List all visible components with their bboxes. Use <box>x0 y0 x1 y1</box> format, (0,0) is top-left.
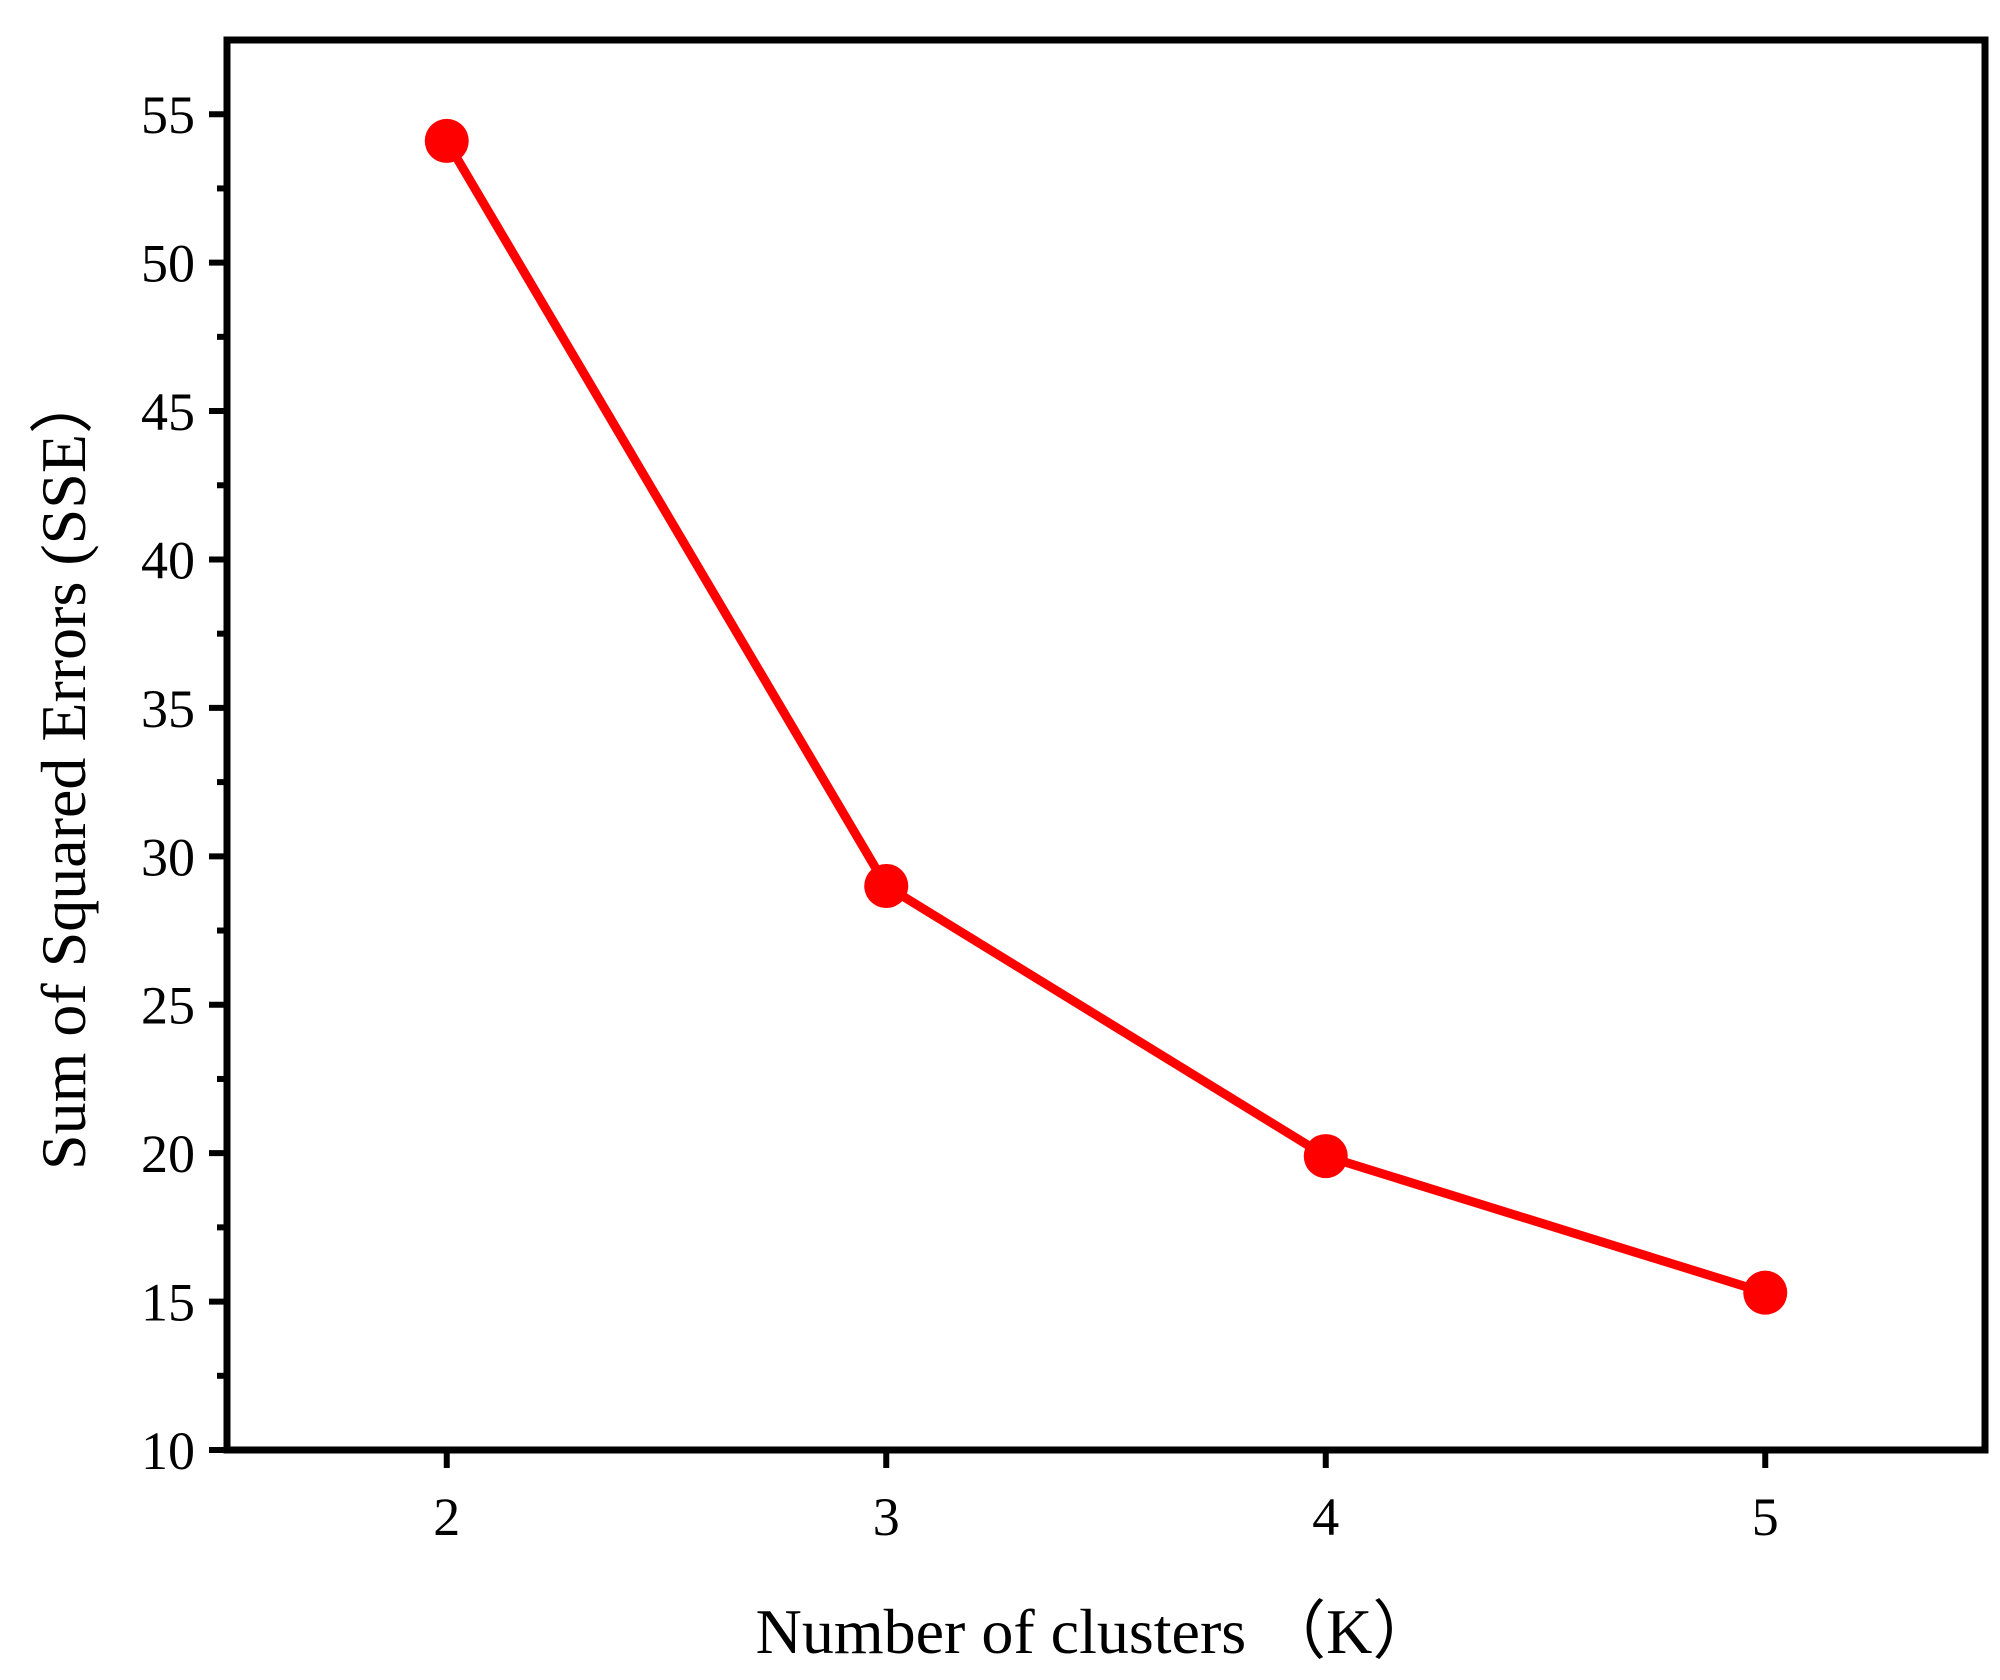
data-point-k2 <box>424 118 469 163</box>
y-axis-title: Sum of Squared Errors (SSE） <box>28 370 99 1170</box>
y-axis-ticks: 10 15 20 25 30 35 40 45 50 55 <box>141 85 227 1481</box>
x-axis-ticks: 2 3 4 5 <box>433 1450 1779 1547</box>
y-tick-label-50: 50 <box>141 234 195 294</box>
data-point-k5 <box>1743 1270 1788 1315</box>
y-tick-label-15: 15 <box>141 1273 195 1333</box>
data-point-k3 <box>864 864 909 908</box>
series-layer <box>424 118 1788 1315</box>
x-tick-label-2: 2 <box>433 1487 460 1547</box>
x-tick-label-5: 5 <box>1752 1487 1779 1547</box>
data-point-k4 <box>1303 1134 1348 1179</box>
y-tick-label-25: 25 <box>141 976 195 1036</box>
y-tick-label-35: 35 <box>141 679 195 739</box>
plot-frame <box>223 36 1989 1454</box>
y-tick-label-30: 30 <box>141 827 195 887</box>
x-tick-label-4: 4 <box>1312 1487 1339 1547</box>
x-tick-label-3: 3 <box>873 1487 900 1547</box>
series-line-0 <box>442 136 1770 1298</box>
y-tick-label-20: 20 <box>141 1124 195 1184</box>
y-tick-label-55: 55 <box>141 85 195 145</box>
y-tick-label-45: 45 <box>141 382 195 442</box>
x-axis-title: Number of clusters （K） <box>756 1596 1437 1667</box>
y-tick-label-10: 10 <box>141 1421 195 1481</box>
y-tick-label-40: 40 <box>141 530 195 590</box>
